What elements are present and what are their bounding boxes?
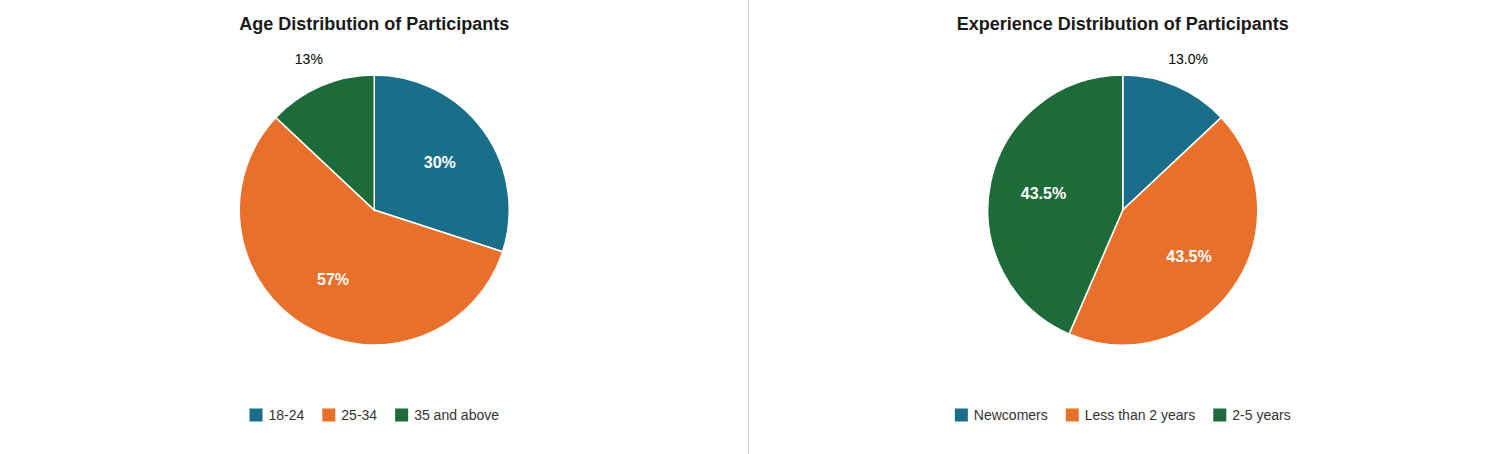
legend-label: 2-5 years: [1232, 407, 1290, 423]
data-label: 30%: [424, 154, 456, 171]
legend-label: 18-24: [269, 407, 305, 423]
legend: 18-24 25-34 35 and above: [250, 407, 500, 423]
data-label: 57%: [317, 271, 349, 288]
data-label: 43.5%: [1021, 185, 1066, 202]
title: Age Distribution of Participants: [239, 14, 509, 34]
legend-swatch: [955, 409, 968, 422]
slice: [276, 75, 374, 210]
data-label: 43.5%: [1166, 248, 1211, 265]
legend-label: 35 and above: [414, 407, 499, 423]
legend-item: Newcomers: [955, 407, 1048, 423]
legend-item: 2-5 years: [1213, 407, 1290, 423]
data-label: 13%: [295, 51, 323, 67]
legend-swatch: [1066, 409, 1079, 422]
legend-swatch: [1213, 409, 1226, 422]
legend-item: 18-24: [250, 407, 305, 423]
legend-swatch: [395, 409, 408, 422]
divider: [748, 0, 749, 454]
legend-swatch: [322, 409, 335, 422]
pie: 13.0% 43.5% 43.5%: [988, 51, 1258, 345]
legend-item: 35 and above: [395, 407, 499, 423]
title: Experience Distribution of Participants: [957, 14, 1289, 34]
slice: [988, 75, 1123, 334]
chart-root: Age Distribution of Participants 30% 57% 13…: [0, 0, 1497, 454]
legend-item: 25-34: [322, 407, 377, 423]
data-label: 13.0%: [1168, 51, 1208, 67]
legend-label: Less than 2 years: [1085, 407, 1196, 423]
legend: Newcomers Less than 2 years 2-5 years: [955, 407, 1291, 423]
panel: Experience Distribution of Participants 1…: [955, 14, 1291, 423]
panel: Age Distribution of Participants 30% 57% 13…: [239, 14, 509, 423]
legend-swatch: [250, 409, 263, 422]
legend-label: Newcomers: [974, 407, 1048, 423]
pie: 30% 57% 13%: [239, 51, 509, 345]
legend-label: 25-34: [341, 407, 377, 423]
legend-item: Less than 2 years: [1066, 407, 1196, 423]
